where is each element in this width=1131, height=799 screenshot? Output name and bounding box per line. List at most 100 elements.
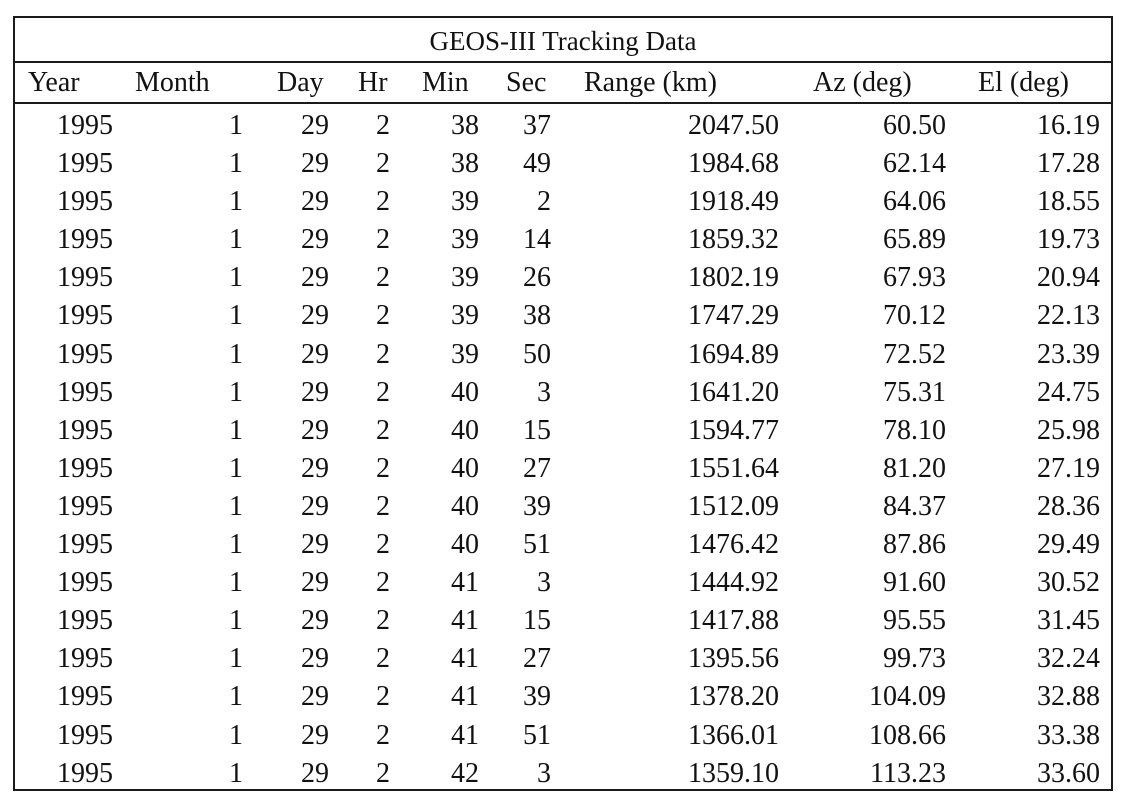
cell-range: 1476.42 bbox=[688, 529, 779, 561]
column-header-day: Day bbox=[277, 67, 324, 98]
cell-sec: 38 bbox=[523, 300, 551, 332]
cell-day: 29 bbox=[301, 567, 329, 599]
cell-hr: 2 bbox=[376, 376, 390, 408]
table-row: 1995 1 29 2 40 51 1476.42 87.86 29.49 bbox=[15, 523, 1111, 561]
cell-az: 113.23 bbox=[870, 757, 946, 789]
cell-year: 1995 bbox=[57, 300, 113, 332]
cell-sec: 50 bbox=[523, 338, 551, 370]
cell-range: 1802.19 bbox=[688, 262, 779, 294]
cell-min: 40 bbox=[451, 490, 479, 522]
cell-year: 1995 bbox=[57, 110, 113, 141]
cell-hr: 2 bbox=[376, 300, 390, 332]
cell-month: 1 bbox=[229, 529, 243, 561]
cell-range: 1395.56 bbox=[688, 643, 779, 675]
cell-el: 33.60 bbox=[1037, 757, 1100, 789]
cell-min: 42 bbox=[451, 757, 479, 789]
cell-day: 29 bbox=[301, 605, 329, 637]
cell-year: 1995 bbox=[57, 224, 113, 256]
table-row: 1995 1 29 2 38 49 1984.68 62.14 17.28 bbox=[15, 142, 1111, 180]
cell-hr: 2 bbox=[376, 529, 390, 561]
column-header-sec: Sec bbox=[506, 67, 547, 98]
column-header-year: Year bbox=[28, 67, 80, 98]
cell-range: 1918.49 bbox=[688, 186, 779, 218]
cell-range: 1641.20 bbox=[688, 376, 779, 408]
cell-day: 29 bbox=[301, 186, 329, 218]
cell-range: 1444.92 bbox=[688, 567, 779, 599]
table-row: 1995 1 29 2 39 2 1918.49 64.06 18.55 bbox=[15, 180, 1111, 218]
cell-range: 1366.01 bbox=[688, 719, 779, 751]
cell-year: 1995 bbox=[57, 376, 113, 408]
cell-hr: 2 bbox=[376, 110, 390, 141]
cell-sec: 49 bbox=[523, 148, 551, 180]
cell-az: 84.37 bbox=[883, 490, 946, 522]
cell-year: 1995 bbox=[57, 338, 113, 370]
cell-sec: 51 bbox=[523, 719, 551, 751]
cell-year: 1995 bbox=[57, 757, 113, 789]
table-row: 1995 1 29 2 39 26 1802.19 67.93 20.94 bbox=[15, 256, 1111, 294]
cell-hr: 2 bbox=[376, 186, 390, 218]
column-header-month: Month bbox=[135, 67, 210, 98]
cell-month: 1 bbox=[229, 490, 243, 522]
cell-az: 95.55 bbox=[883, 605, 946, 637]
cell-hr: 2 bbox=[376, 719, 390, 751]
cell-hr: 2 bbox=[376, 338, 390, 370]
cell-min: 39 bbox=[451, 300, 479, 332]
cell-year: 1995 bbox=[57, 643, 113, 675]
cell-az: 65.89 bbox=[883, 224, 946, 256]
cell-az: 75.31 bbox=[883, 376, 946, 408]
cell-el: 25.98 bbox=[1037, 414, 1100, 446]
cell-month: 1 bbox=[229, 338, 243, 370]
cell-az: 104.09 bbox=[869, 681, 946, 713]
column-header-az: Az (deg) bbox=[813, 67, 912, 98]
tracking-data-table: GEOS-III Tracking Data Year Month Day Hr… bbox=[13, 16, 1113, 791]
cell-az: 91.60 bbox=[883, 567, 946, 599]
cell-min: 40 bbox=[451, 529, 479, 561]
cell-hr: 2 bbox=[376, 757, 390, 789]
cell-el: 30.52 bbox=[1037, 567, 1100, 599]
table-header-row: Year Month Day Hr Min Sec Range (km) Az … bbox=[15, 61, 1111, 104]
cell-day: 29 bbox=[301, 338, 329, 370]
cell-min: 38 bbox=[451, 148, 479, 180]
cell-az: 72.52 bbox=[883, 338, 946, 370]
cell-az: 108.66 bbox=[869, 719, 946, 751]
cell-day: 29 bbox=[301, 643, 329, 675]
table-row: 1995 1 29 2 40 39 1512.09 84.37 28.36 bbox=[15, 485, 1111, 523]
cell-month: 1 bbox=[229, 605, 243, 637]
cell-month: 1 bbox=[229, 262, 243, 294]
cell-year: 1995 bbox=[57, 567, 113, 599]
cell-sec: 14 bbox=[523, 224, 551, 256]
cell-range: 1417.88 bbox=[688, 605, 779, 637]
cell-el: 32.24 bbox=[1037, 643, 1100, 675]
column-header-el: El (deg) bbox=[978, 67, 1069, 98]
cell-az: 99.73 bbox=[883, 643, 946, 675]
cell-sec: 15 bbox=[523, 414, 551, 446]
cell-el: 17.28 bbox=[1037, 148, 1100, 180]
cell-year: 1995 bbox=[57, 186, 113, 218]
cell-el: 32.88 bbox=[1037, 681, 1100, 713]
table-row: 1995 1 29 2 41 51 1366.01 108.66 33.38 bbox=[15, 714, 1111, 752]
cell-el: 23.39 bbox=[1037, 338, 1100, 370]
table-row: 1995 1 29 2 40 27 1551.64 81.20 27.19 bbox=[15, 447, 1111, 485]
cell-hr: 2 bbox=[376, 262, 390, 294]
cell-day: 29 bbox=[301, 681, 329, 713]
cell-range: 1859.32 bbox=[688, 224, 779, 256]
table-row: 1995 1 29 2 40 3 1641.20 75.31 24.75 bbox=[15, 371, 1111, 409]
cell-range: 1984.68 bbox=[688, 148, 779, 180]
cell-year: 1995 bbox=[57, 148, 113, 180]
cell-range: 2047.50 bbox=[688, 110, 779, 141]
cell-sec: 37 bbox=[523, 110, 551, 141]
table-row: 1995 1 29 2 41 39 1378.20 104.09 32.88 bbox=[15, 675, 1111, 713]
cell-month: 1 bbox=[229, 757, 243, 789]
cell-range: 1551.64 bbox=[688, 452, 779, 484]
cell-day: 29 bbox=[301, 757, 329, 789]
cell-min: 39 bbox=[451, 338, 479, 370]
cell-day: 29 bbox=[301, 224, 329, 256]
cell-el: 31.45 bbox=[1037, 605, 1100, 637]
cell-month: 1 bbox=[229, 452, 243, 484]
cell-min: 39 bbox=[451, 262, 479, 294]
cell-az: 81.20 bbox=[883, 452, 946, 484]
cell-hr: 2 bbox=[376, 681, 390, 713]
cell-el: 19.73 bbox=[1037, 224, 1100, 256]
cell-month: 1 bbox=[229, 224, 243, 256]
table-row: 1995 1 29 2 42 3 1359.10 113.23 33.60 bbox=[15, 752, 1111, 790]
